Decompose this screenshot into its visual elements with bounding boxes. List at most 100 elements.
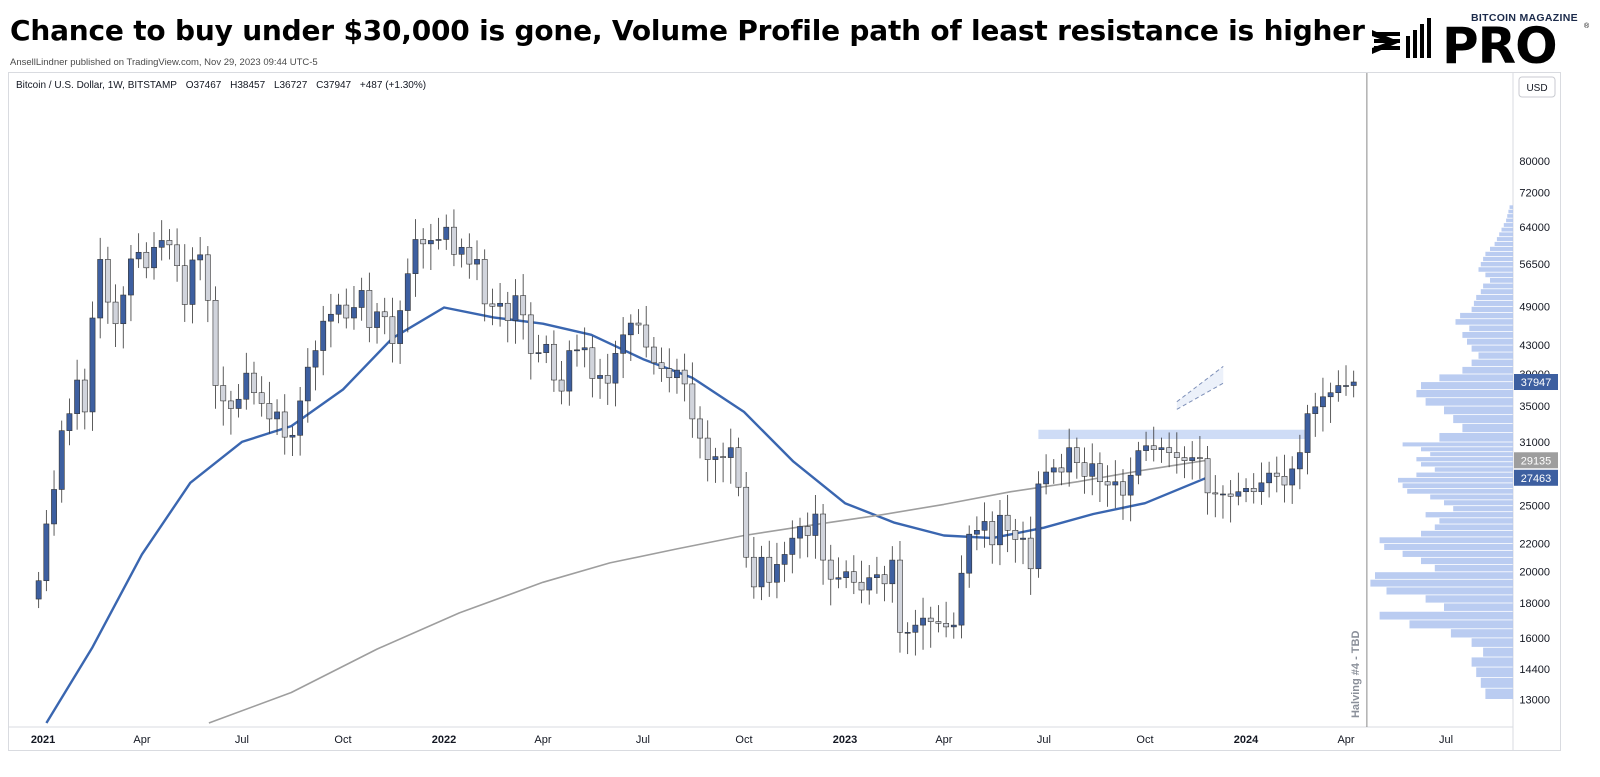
candle-body <box>404 273 411 311</box>
candle <box>497 282 503 327</box>
candle <box>1258 462 1265 505</box>
candle <box>235 384 242 418</box>
candle <box>174 228 180 282</box>
volume-profile-bar <box>1444 603 1513 611</box>
candle-body <box>874 574 880 578</box>
volume-profile-bar <box>1425 512 1513 518</box>
volume-profile-bar <box>1430 452 1513 457</box>
candle <box>1350 370 1357 398</box>
volume-profile-bar <box>1430 494 1513 500</box>
candle-body <box>804 526 811 536</box>
brand-registered-mark: ® <box>1584 23 1590 30</box>
candle-body <box>627 322 634 336</box>
candle <box>489 288 496 326</box>
candle <box>627 314 634 361</box>
candle <box>112 284 119 347</box>
candle-body <box>1220 493 1226 496</box>
volume-profile-bar <box>1462 332 1513 338</box>
candle-body <box>181 265 188 305</box>
candle-body <box>551 343 557 381</box>
volume-profile-bar <box>1379 611 1513 620</box>
candle-body <box>650 346 657 364</box>
candle <box>1012 518 1019 563</box>
candle-body <box>927 617 934 622</box>
candle <box>620 317 627 379</box>
volume-profile-bar <box>1421 382 1513 390</box>
candle <box>1027 516 1034 595</box>
candle <box>797 517 803 559</box>
volume-profile-bar <box>1501 227 1513 232</box>
volume-profile-bar <box>1455 319 1513 325</box>
candle <box>251 361 257 405</box>
candle <box>697 406 703 459</box>
candle-body <box>174 244 180 266</box>
candle-body <box>789 537 796 555</box>
candle-body <box>66 413 73 431</box>
candle-body <box>189 259 196 305</box>
channel-lower <box>1176 382 1224 410</box>
y-tick-label: 72000 <box>1519 187 1550 199</box>
x-tick-label: Apr <box>1337 734 1354 746</box>
candle <box>128 244 134 322</box>
candle-body <box>997 514 1003 546</box>
candle-body <box>420 239 427 245</box>
x-tick-label: 2022 <box>432 734 456 746</box>
candle-body <box>889 559 896 585</box>
candle-body <box>474 259 480 265</box>
candle-body <box>643 324 650 348</box>
candle-body <box>1081 462 1088 477</box>
candle-body <box>1258 482 1265 493</box>
candle <box>935 605 942 633</box>
legend-low: L36727 <box>273 80 308 91</box>
candle-body <box>797 526 803 539</box>
volume-profile-bar <box>1402 483 1513 489</box>
candle-body <box>435 239 442 241</box>
candle-body <box>843 571 850 578</box>
candle <box>1043 454 1049 495</box>
candle-body <box>920 617 926 626</box>
volume-profile-bar <box>1409 620 1513 629</box>
candle-body <box>966 533 973 574</box>
candle-body <box>151 246 157 269</box>
candle <box>1235 472 1242 506</box>
candle-body <box>89 317 96 413</box>
candle-body <box>1020 537 1026 540</box>
candle-body <box>781 554 788 565</box>
candle-body <box>1312 406 1319 414</box>
candle-body <box>558 379 565 392</box>
legend-change: +487 (+1.30%) <box>359 80 427 91</box>
candle <box>1104 465 1111 507</box>
volume-profile-bar <box>1434 564 1513 572</box>
candle <box>881 565 888 602</box>
volume-profile-bar <box>1425 398 1513 406</box>
candle <box>1335 370 1342 402</box>
candle <box>635 309 642 335</box>
candle <box>743 472 750 568</box>
volume-profile-bar <box>1485 272 1513 278</box>
candle <box>581 327 588 368</box>
candle-body <box>43 523 50 582</box>
currency-box <box>1518 76 1556 98</box>
candle <box>474 240 480 281</box>
volume-profile-bar <box>1379 537 1513 544</box>
candle-body <box>228 400 234 409</box>
candle <box>874 556 880 594</box>
candle-body <box>1266 472 1273 484</box>
candle <box>289 426 296 457</box>
candle <box>220 366 227 426</box>
overlay-layer: Halving #4 - TBD <box>1176 73 1368 727</box>
candle <box>1081 447 1088 494</box>
candle <box>666 348 673 393</box>
volume-profile-bar <box>1506 218 1513 223</box>
candle <box>243 352 250 410</box>
candle-body <box>1104 481 1111 486</box>
candle-body <box>1166 447 1173 453</box>
halving-label: Halving #4 - TBD <box>1350 631 1362 718</box>
candle-body <box>1127 474 1134 496</box>
candle-body <box>343 304 350 319</box>
volume-profile-bar <box>1398 477 1513 483</box>
candle <box>204 246 211 323</box>
candle-body <box>412 239 419 274</box>
candle-body <box>697 418 703 439</box>
